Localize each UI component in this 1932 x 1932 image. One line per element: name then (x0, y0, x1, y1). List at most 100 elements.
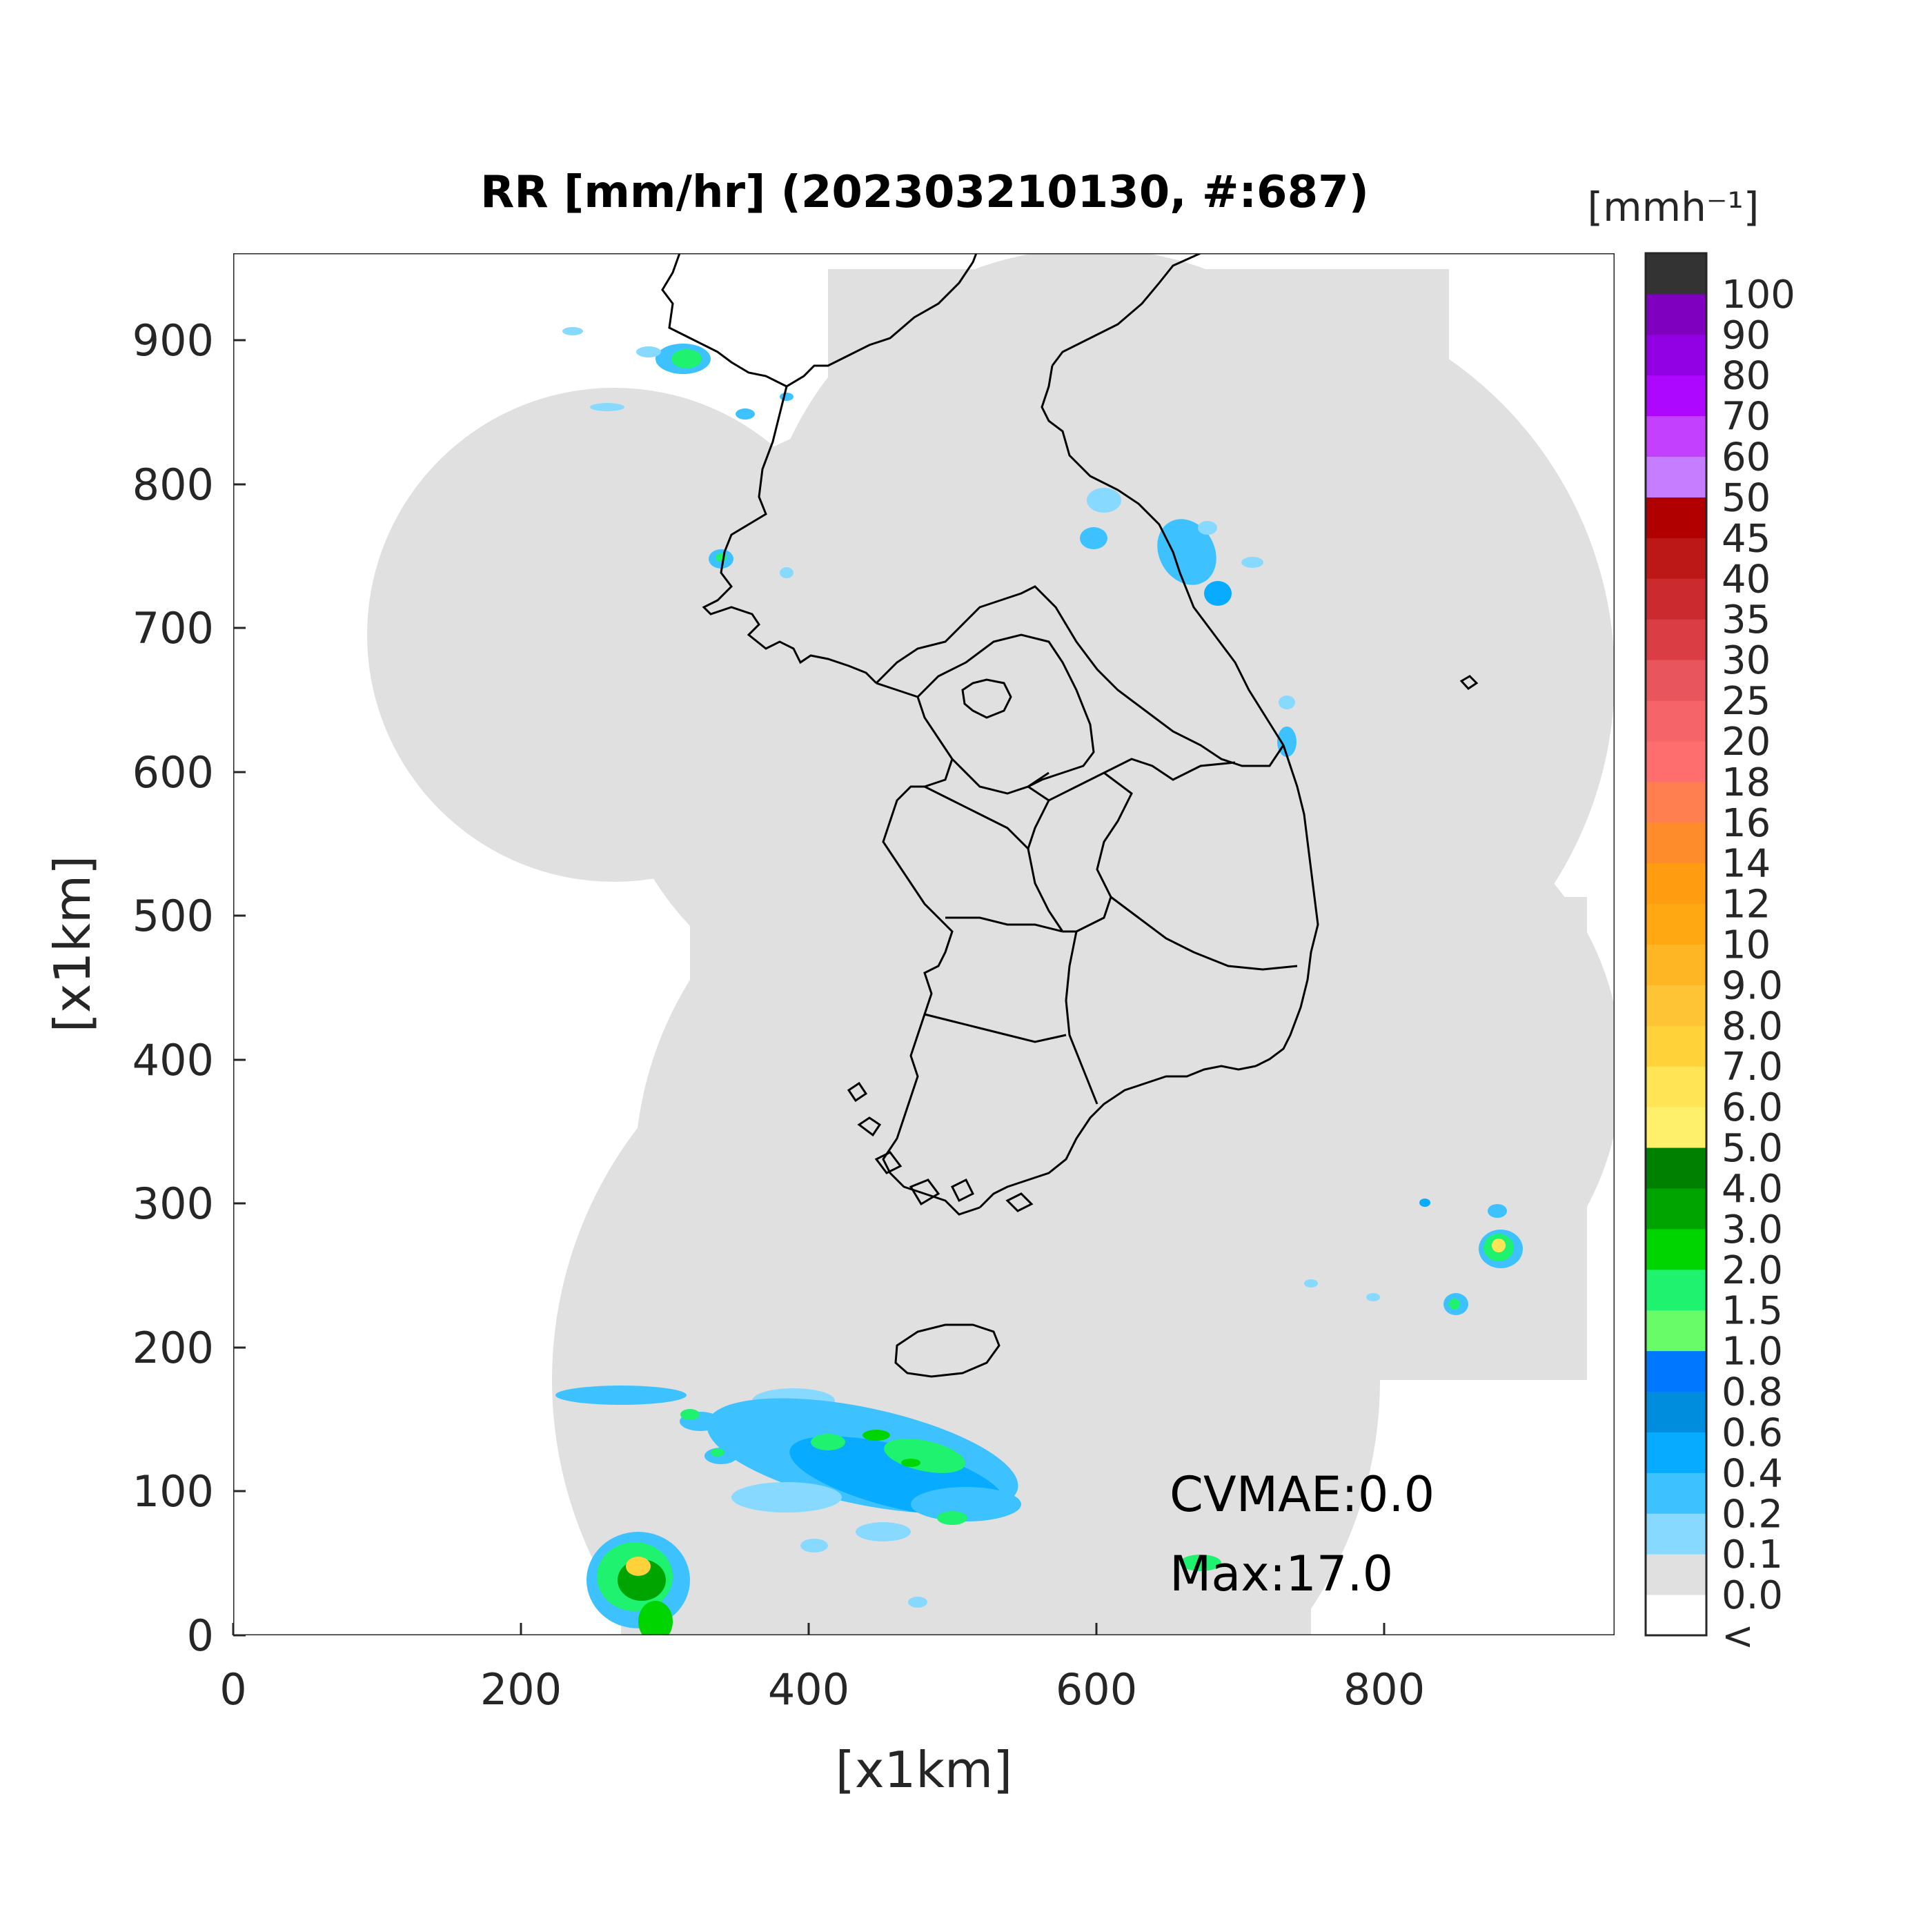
colorbar-label: 7.0 (1722, 1045, 1783, 1090)
colorbar-swatch (1646, 334, 1706, 376)
chart-title: RR [mm/hr] (202303210130, #:687) (480, 167, 1369, 218)
colorbar-swatch (1646, 619, 1706, 660)
colorbar-swatch (1646, 1472, 1706, 1514)
colorbar-label: 35 (1722, 598, 1771, 642)
x-tick-label: 0 (219, 1664, 246, 1715)
colorbar-swatch (1646, 903, 1706, 945)
rain-area-southwest-corner (586, 1532, 690, 1635)
colorbar-label: 40 (1722, 557, 1771, 602)
colorbar-swatch (1646, 985, 1706, 1026)
x-tick-label: 200 (480, 1664, 562, 1715)
colorbar-frame (1644, 252, 1708, 1637)
colorbar-swatch (1646, 862, 1706, 905)
colorbar-swatches (1646, 253, 1706, 1636)
colorbar-label: 0.1 (1722, 1532, 1783, 1577)
colorbar-unit: [mmh⁻¹] (1588, 184, 1759, 230)
colorbar-swatch (1646, 740, 1706, 782)
colorbar-label: 1.0 (1722, 1330, 1783, 1374)
colorbar-labels: <0.00.10.20.40.60.81.01.52.03.04.05.06.0… (1722, 273, 1795, 1659)
max-annotation: Max:17.0 (1170, 1546, 1393, 1602)
radar-coverage (367, 253, 1615, 1635)
rain-area-east-coast (1080, 488, 1297, 757)
colorbar-swatch (1646, 497, 1706, 538)
colorbar-label: < (1722, 1614, 1754, 1659)
colorbar-label: 0.6 (1722, 1410, 1783, 1455)
y-tick-label: 500 (132, 891, 214, 941)
colorbar-label: 5.0 (1722, 1126, 1783, 1171)
colorbar-label: 6.0 (1722, 1085, 1783, 1130)
colorbar-label: 30 (1722, 638, 1771, 683)
colorbar-label: 9.0 (1722, 963, 1783, 1008)
colorbar-label: 3.0 (1722, 1208, 1783, 1252)
y-tick-label: 800 (132, 460, 214, 510)
y-tick-label: 0 (187, 1610, 214, 1661)
colorbar-swatch (1646, 1310, 1706, 1352)
colorbar-swatch (1646, 375, 1706, 417)
colorbar-swatch (1646, 578, 1706, 620)
colorbar-label: 4.0 (1722, 1167, 1783, 1212)
cvmae-annotation: CVMAE:0.0 (1170, 1466, 1435, 1523)
colorbar-label: 60 (1722, 435, 1771, 480)
x-tick-label: 400 (768, 1664, 849, 1715)
colorbar-swatch (1646, 293, 1706, 335)
colorbar-label: 25 (1722, 679, 1771, 724)
colorbar-swatch (1646, 822, 1706, 864)
colorbar-swatch (1646, 781, 1706, 823)
y-tick-label: 900 (132, 315, 214, 366)
x-tick-label: 600 (1056, 1664, 1137, 1715)
colorbar-swatch (1646, 1513, 1706, 1555)
colorbar-label: 90 (1722, 313, 1771, 358)
colorbar-label: 10 (1722, 923, 1771, 968)
y-tick-label: 200 (132, 1323, 214, 1373)
colorbar-swatch (1646, 1554, 1706, 1595)
colorbar-label: 12 (1722, 883, 1771, 927)
colorbar-label: 18 (1722, 760, 1771, 805)
colorbar-swatch (1646, 1432, 1706, 1473)
colorbar-label: 20 (1722, 720, 1771, 765)
rain-area-southeast (1180, 1199, 1523, 1571)
colorbar-label: 70 (1722, 395, 1771, 440)
x-tick-labels: 0 200 400 600 800 (219, 1664, 1425, 1715)
plot-area (233, 253, 1615, 1635)
colorbar-label: 0.4 (1722, 1451, 1783, 1496)
colorbar-label: 50 (1722, 475, 1771, 520)
y-axis-ticks (233, 339, 246, 1637)
colorbar-swatch (1646, 944, 1706, 985)
y-tick-label: 400 (132, 1035, 214, 1085)
colorbar-label: 1.5 (1722, 1289, 1783, 1334)
colorbar-swatch (1646, 1228, 1706, 1270)
colorbar-swatch (1646, 1187, 1706, 1230)
y-tick-label: 700 (132, 603, 214, 653)
colorbar-label: 100 (1722, 273, 1795, 317)
colorbar-swatch (1646, 1269, 1706, 1311)
y-tick-label: 600 (132, 747, 214, 798)
precipitation (555, 327, 1523, 1635)
y-axis-label: [x1km] (43, 856, 101, 1032)
colorbar-swatch (1646, 1391, 1706, 1432)
colorbar-label: 0.8 (1722, 1370, 1783, 1415)
x-axis-label: [x1km] (836, 1741, 1012, 1799)
colorbar-swatch (1646, 1066, 1706, 1107)
colorbar-swatch (1646, 1107, 1706, 1148)
colorbar-swatch (1646, 1025, 1706, 1067)
colorbar-label: 0.2 (1722, 1492, 1783, 1537)
colorbar-swatch (1646, 700, 1706, 742)
colorbar-swatch (1646, 660, 1706, 701)
colorbar-swatch (1646, 253, 1706, 295)
y-tick-label: 300 (132, 1179, 214, 1229)
x-tick-label: 800 (1343, 1664, 1425, 1715)
y-tick-labels: 0 100 200 300 400 500 600 700 800 900 (132, 315, 214, 1661)
colorbar-label: 14 (1722, 842, 1771, 887)
rain-area-south-sea (555, 1386, 1021, 1608)
colorbar-label: 16 (1722, 801, 1771, 846)
colorbar-swatch (1646, 456, 1706, 497)
colorbar-label: 0.0 (1722, 1573, 1783, 1618)
colorbar-label: 80 (1722, 354, 1771, 399)
x-axis-ticks (232, 1623, 1386, 1635)
colorbar: [mmh⁻¹] <0.00.10.20.40.60.81.01.52.03.04… (1588, 184, 1795, 1659)
colorbar-swatch (1646, 1595, 1706, 1636)
colorbar-label: 2.0 (1722, 1248, 1783, 1293)
coastline-boundaries (661, 253, 1479, 1378)
colorbar-swatch (1646, 538, 1706, 579)
